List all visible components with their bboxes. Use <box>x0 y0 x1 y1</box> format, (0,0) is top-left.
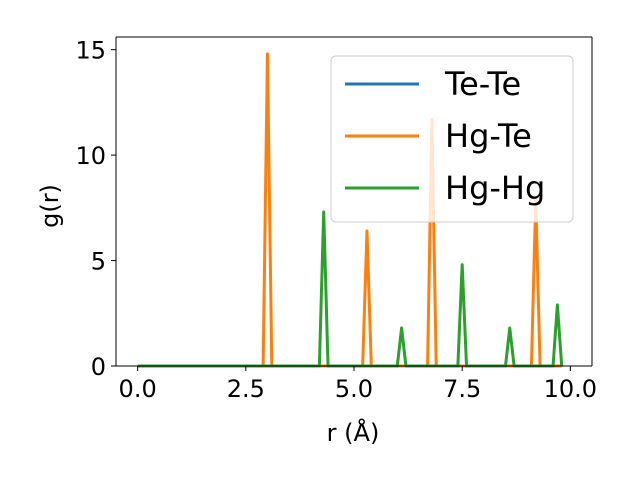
x-tick-label: 0.0 <box>119 375 157 403</box>
y-tick-label: 10 <box>75 142 106 170</box>
legend-label-hg-te: Hg-Te <box>445 117 532 155</box>
legend-label-te-te: Te-Te <box>444 65 521 103</box>
y-axis-label: g(r) <box>36 184 64 228</box>
x-tick-label: 2.5 <box>227 375 265 403</box>
y-tick-label: 15 <box>75 37 106 65</box>
legend-box <box>330 55 574 223</box>
y-tick-label: 5 <box>91 248 106 276</box>
x-tick-label: 7.5 <box>443 375 481 403</box>
y-tick-label: 0 <box>91 353 106 381</box>
x-tick-label: 5.0 <box>335 375 373 403</box>
x-tick-label: 10.0 <box>544 375 597 403</box>
axes-layer: 0.0 2.5 5.0 7.5 10.0 0 5 10 15 <box>75 36 597 403</box>
legend-label-hg-hg: Hg-Hg <box>445 169 545 207</box>
legend: Te-Te Hg-Te Hg-Hg <box>330 55 574 223</box>
x-axis-label: r (Å) <box>327 418 380 447</box>
